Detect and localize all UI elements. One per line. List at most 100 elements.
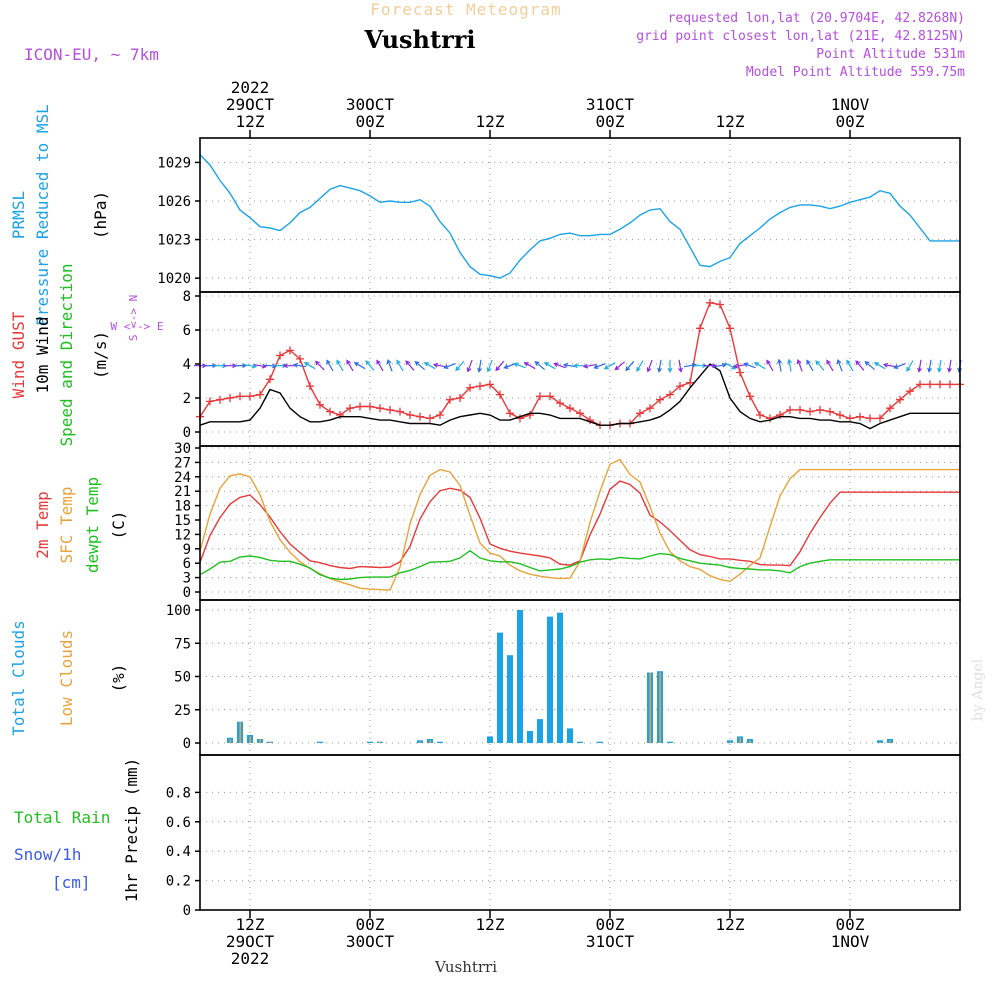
gust-point-marker (906, 387, 914, 396)
y-tick-label: 0 (183, 903, 191, 919)
y-tick-label: 0 (183, 425, 191, 441)
y-axis-label: Low Clouds (57, 630, 76, 726)
total-cloud-bar (417, 740, 423, 743)
y-tick-label: 100 (166, 603, 191, 619)
gust-point-marker (716, 300, 724, 309)
time-tick-label: 12Z (236, 112, 265, 131)
total-cloud-bar (577, 741, 583, 743)
wind-direction-arrow (365, 360, 375, 371)
low-cloud-bar (259, 739, 261, 743)
y-tick-label: 27 (174, 455, 191, 471)
gust-point-marker (356, 402, 364, 411)
gust-point-marker (416, 412, 424, 421)
total-cloud-bar (557, 612, 563, 743)
wind-direction-arrow (582, 363, 597, 369)
gust-point-marker (786, 405, 794, 414)
gust-point-marker (286, 346, 294, 355)
time-tick-label: 12Z (236, 915, 265, 934)
time-tick-label: 1NOV (831, 95, 870, 114)
gust-point-marker (276, 351, 284, 360)
wind-direction-arrow (423, 362, 436, 370)
wind-direction-arrow (636, 360, 644, 372)
location-title: Vushtrri (364, 25, 476, 54)
gust-point-marker (326, 407, 334, 416)
footer-location: Vushtrri (434, 958, 497, 976)
low-cloud-bar (429, 740, 431, 743)
wind-direction-arrow (947, 359, 952, 373)
wind-direction-arrow (562, 362, 577, 368)
wind-direction-arrow (646, 359, 653, 373)
gust-point-marker (446, 395, 454, 404)
wind-direction-arrow (455, 360, 465, 372)
panel-wind: 0 2 4 6 8 Wind GUST 10m Wind Speed and Directio… (9, 263, 964, 447)
low-cloud-bar (889, 740, 891, 743)
info-line-gridpoint: grid point closest lon,lat (21E, 42.8125… (636, 29, 965, 44)
gust-point-marker (736, 368, 744, 377)
wind-direction-arrow (815, 360, 825, 371)
wind-direction-arrow (477, 359, 482, 373)
total-cloud-bar (317, 741, 323, 743)
gust-point-marker (306, 382, 314, 391)
gust-point-marker (236, 392, 244, 401)
wind-direction-arrow (683, 362, 698, 368)
total-cloud-bar (567, 728, 573, 743)
supertitle: Forecast Meteogram (370, 0, 561, 19)
compass-north-label: S <-> N (127, 295, 140, 341)
gust-point-marker (256, 390, 264, 399)
wind-direction-arrow (386, 358, 393, 372)
precip-legend-label: Total Rain (14, 808, 110, 827)
wind-direction-arrow (855, 360, 865, 371)
y-axis-label: 2m Temp (33, 491, 52, 558)
wind-direction-arrow (625, 360, 635, 372)
wind-direction-arrow (593, 363, 606, 369)
y-axis-label: Pressure Reduced to MSL (33, 104, 52, 326)
series-line-10m-wind (199, 363, 960, 430)
wind-direction-arrow (678, 359, 683, 373)
wind-direction-arrow (282, 363, 296, 369)
low-cloud-bar (649, 672, 651, 743)
y-axis-label: (%) (109, 664, 128, 693)
wind-direction-arrow (614, 361, 625, 371)
gust-point-marker (926, 380, 934, 389)
gust-point-marker (336, 411, 344, 419)
y-axis-label: (C) (109, 511, 128, 540)
wind-direction-arrow (806, 359, 814, 372)
gust-point-marker (536, 392, 544, 401)
gust-point-marker (386, 405, 394, 414)
gust-point-marker (676, 382, 684, 391)
y-tick-label: 50 (174, 670, 191, 686)
wind-direction-arrow (523, 362, 536, 370)
low-cloud-bar (379, 741, 381, 743)
wind-direction-arrow (732, 363, 747, 369)
wind-direction-arrow (766, 359, 774, 372)
y-axis-label: dewpt Temp (83, 477, 102, 573)
wind-compass: S <-> NW <--> E (111, 295, 164, 341)
low-cloud-bar (659, 672, 661, 743)
time-tick-label: 00Z (356, 112, 385, 131)
wind-direction-arrow (704, 363, 718, 369)
wind-direction-arrow (346, 359, 354, 372)
time-tick-label: 12Z (716, 915, 745, 934)
precip-axis-label: 1hr Precip (mm) (122, 758, 141, 903)
y-tick-label: 0 (183, 585, 191, 601)
time-tick-label: 30OCT (346, 932, 395, 951)
time-tick-label: 00Z (836, 112, 865, 131)
time-tick-label: 29OCT (226, 95, 275, 114)
gust-point-marker (706, 298, 714, 307)
time-tick-label: 12Z (476, 915, 505, 934)
y-tick-label: 0.4 (166, 844, 191, 860)
gust-point-marker (486, 380, 494, 389)
gust-point-marker (776, 411, 784, 419)
wind-direction-arrow (303, 362, 316, 370)
wind-direction-arrow (466, 359, 473, 373)
gust-point-marker (576, 409, 584, 418)
precip-legend-label: [cm] (52, 873, 91, 892)
wind-direction-arrow (405, 360, 415, 371)
gust-point-marker (586, 416, 594, 425)
wind-direction-arrow (486, 359, 493, 373)
y-axis-label: (m/s) (91, 331, 110, 379)
gust-point-marker (946, 380, 954, 389)
watermark: by Angel (970, 658, 986, 721)
